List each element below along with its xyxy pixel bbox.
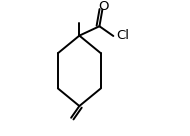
Text: Cl: Cl xyxy=(117,30,130,42)
Text: O: O xyxy=(98,0,109,13)
